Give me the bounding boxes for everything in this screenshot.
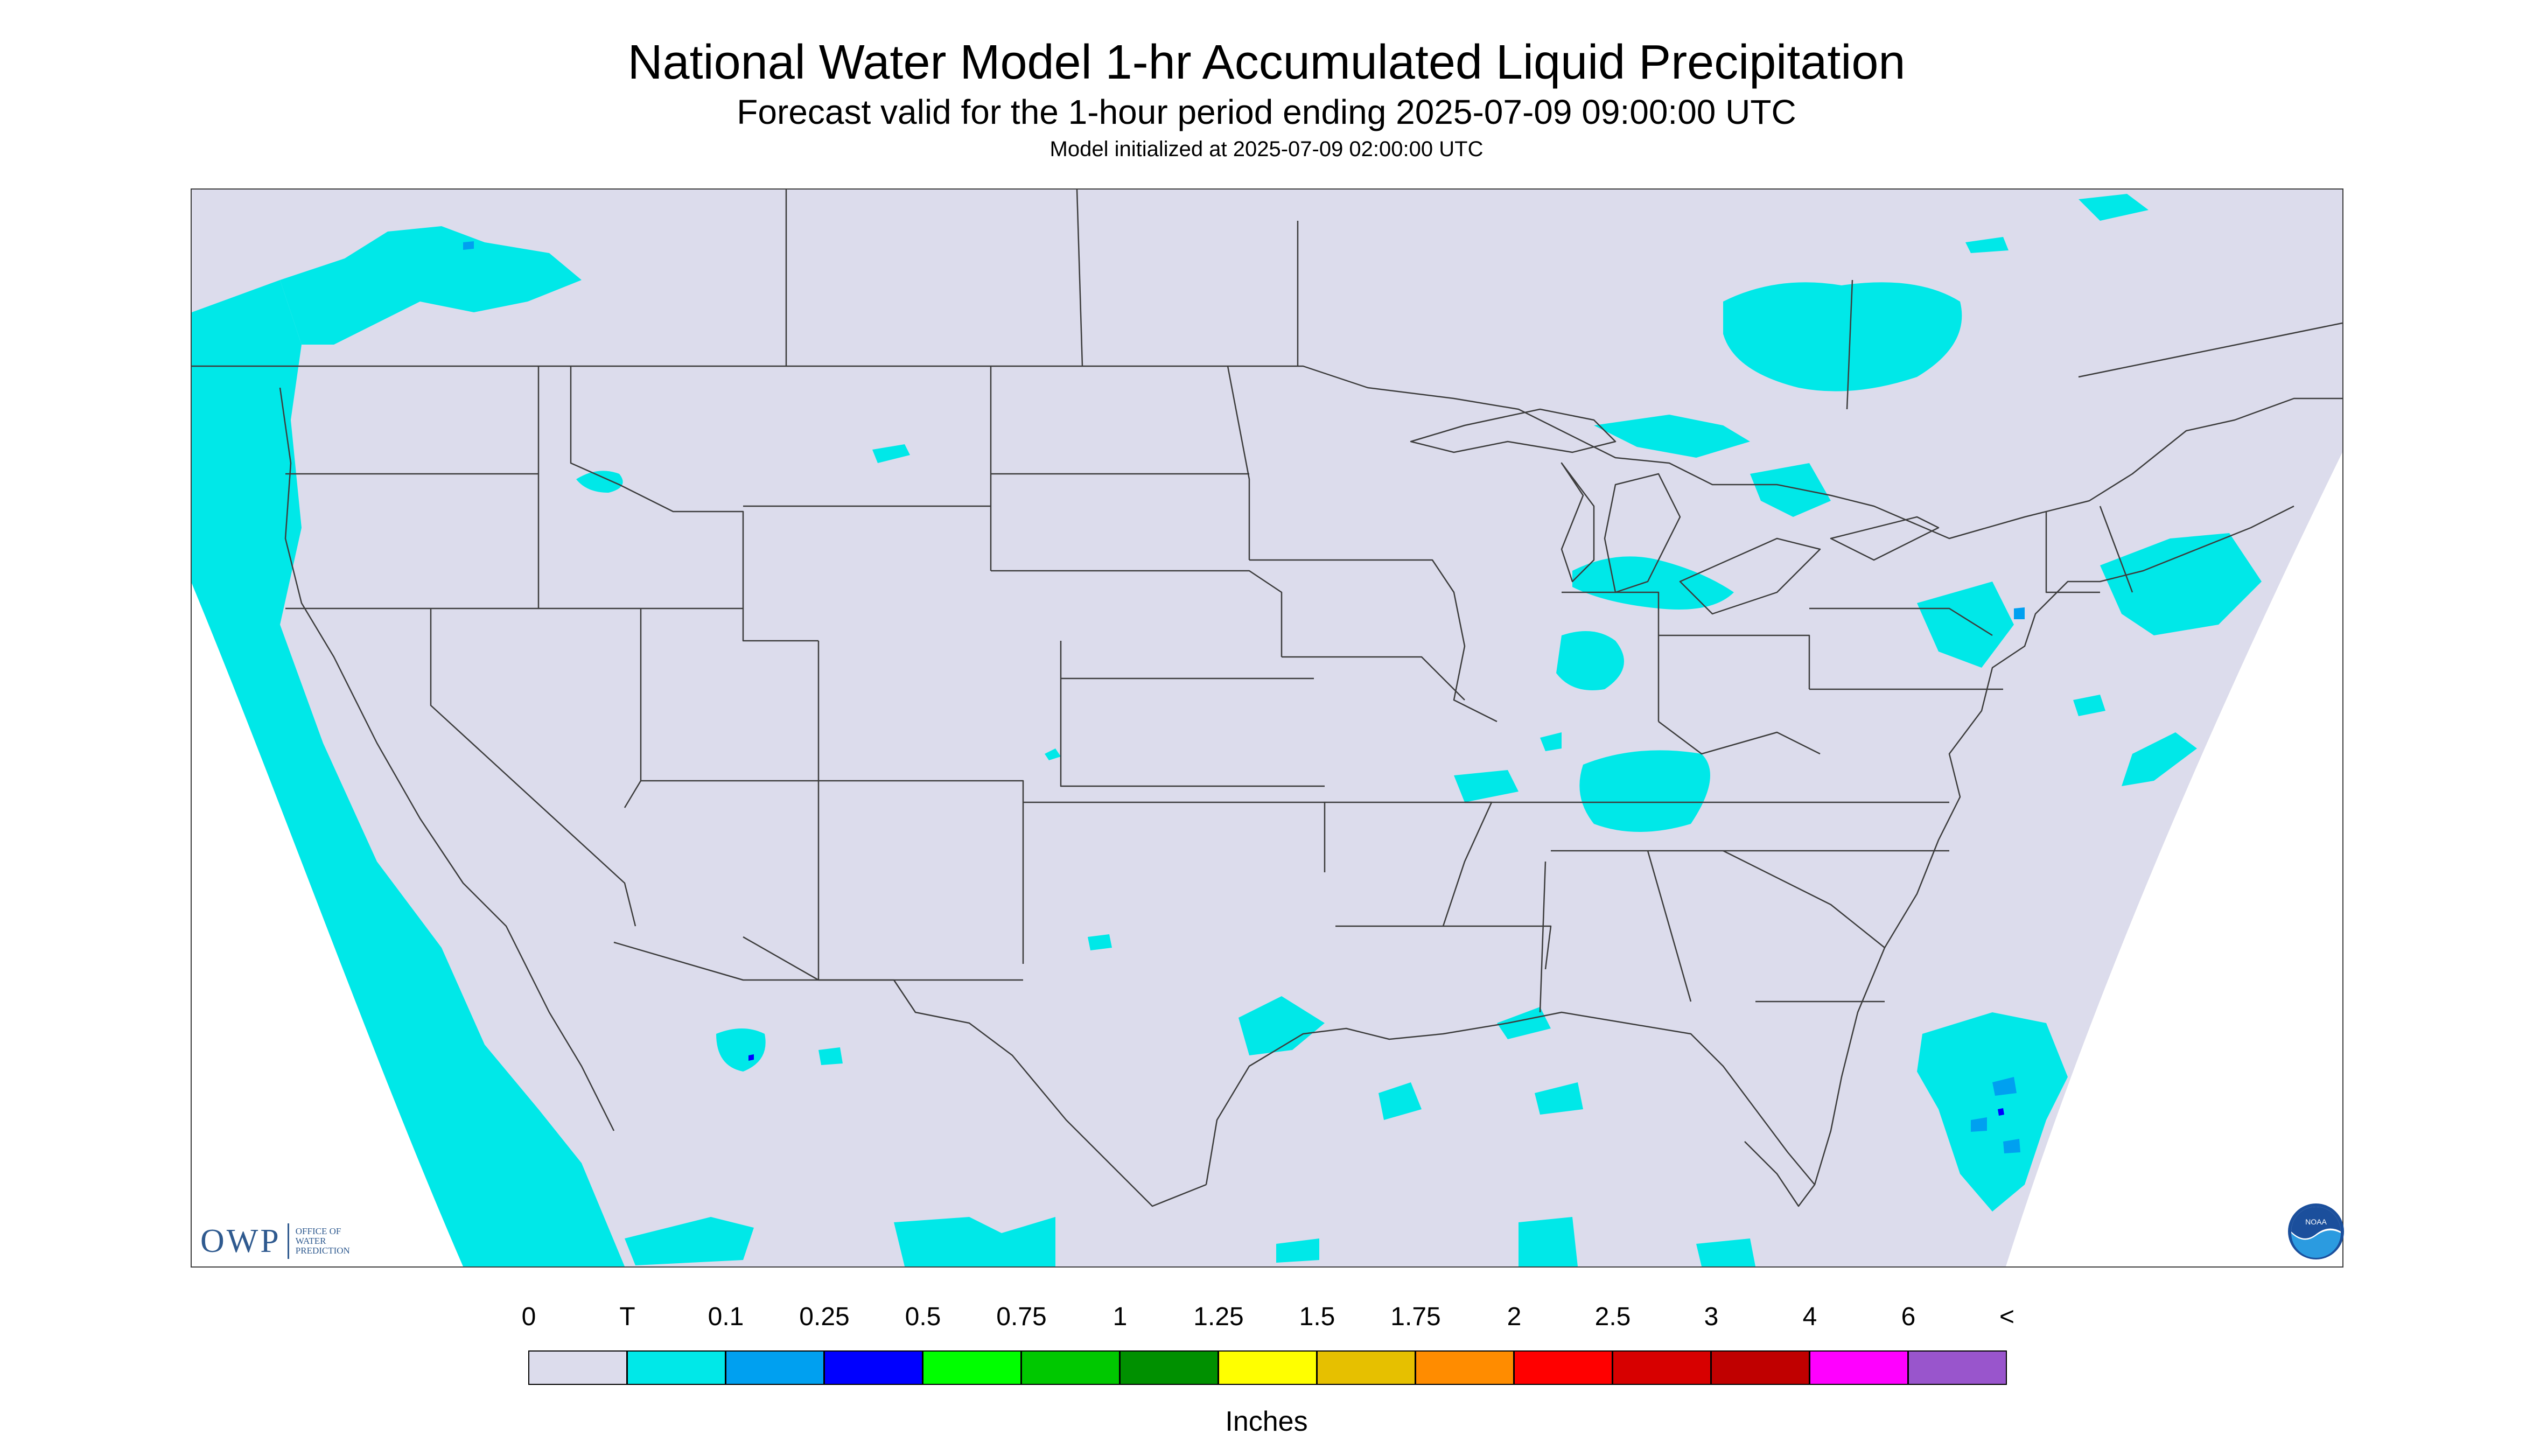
legend-swatch [1908,1350,2007,1385]
noaa-logo-icon: NOAA [2288,1203,2344,1259]
legend-label: 2 [1507,1303,1522,1331]
forecast-valid-subtitle: Forecast valid for the 1-hour period end… [737,93,1796,131]
legend-label: 3 [1704,1303,1719,1331]
state-boundaries [192,189,2343,1207]
legend-swatch [1021,1350,1120,1385]
legend-swatch [922,1350,1021,1385]
model-init-subtitle: Model initialized at 2025-07-09 02:00:00… [1049,137,1484,161]
noaa-logo-text: NOAA [2305,1217,2327,1226]
legend-swatch [1218,1350,1317,1385]
legend-label: 0.5 [905,1303,941,1331]
legend-label: T [619,1303,635,1331]
chart-title: National Water Model 1-hr Accumulated Li… [627,36,1906,89]
legend-swatch [824,1350,923,1385]
legend-swatch [1317,1350,1416,1385]
legend-label: 0.75 [996,1303,1047,1331]
owp-logo-subtext: OFFICE OF WATER PREDICTION [295,1226,350,1256]
owp-logo: OWP OFFICE OF WATER PREDICTION [200,1220,350,1262]
legend-swatch [1415,1350,1514,1385]
legend-swatch [1711,1350,1810,1385]
map-frame [191,188,2343,1268]
legend-units: Inches [1225,1406,1308,1437]
owp-logo-text: OWP [200,1222,281,1259]
legend-label: 0.1 [708,1303,744,1331]
precip-trace-areas [192,194,2262,1266]
owp-logo-divider [287,1223,289,1259]
legend-swatch [1612,1350,1711,1385]
map-domain [192,190,2342,1266]
legend-swatch [528,1350,627,1385]
legend-label: 2.5 [1594,1303,1631,1331]
legend-swatch [725,1350,824,1385]
legend-label: 4 [1802,1303,1817,1331]
precip-moderate-areas [463,241,2025,1153]
legend-swatch [1809,1350,1908,1385]
legend-swatch [1119,1350,1219,1385]
precip-heavy-areas [748,1054,2004,1116]
legend-label: < [1999,1303,2015,1331]
legend-swatch [1514,1350,1613,1385]
legend-swatch [627,1350,726,1385]
legend-label: 0 [521,1303,536,1331]
legend-label: 1.75 [1390,1303,1441,1331]
legend-label: 6 [1901,1303,1916,1331]
legend-label: 1 [1112,1303,1128,1331]
legend-label: 1.5 [1299,1303,1335,1331]
legend-label: 1.25 [1193,1303,1244,1331]
legend-label: 0.25 [799,1303,850,1331]
